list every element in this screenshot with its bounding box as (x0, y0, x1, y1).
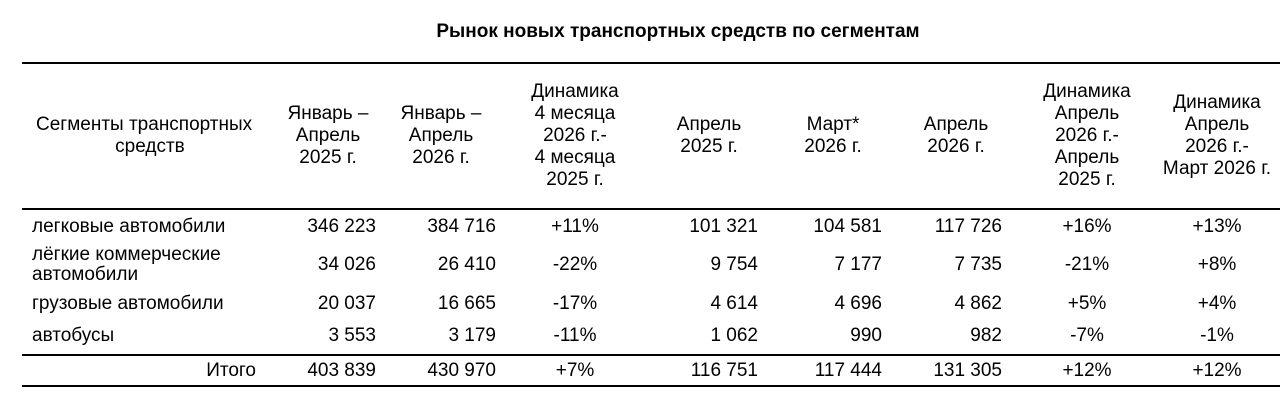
segment-name: автобусы (32, 324, 115, 346)
header-dynamics-apr-apr: Динамика Апрель 2026 г.- Апрель 2025 г. (1020, 62, 1154, 210)
cell-jan-apr-2025: 3 553 (328, 324, 376, 346)
cell-dynamics-4m: -11% (553, 324, 597, 346)
total-dynamics-apr-mar: +12% (1154, 354, 1280, 387)
cell-apr-2026: 7 735 (954, 254, 1002, 275)
cell-apr-2025: 9 754 (710, 254, 758, 275)
table-row: легковые автомобили 346 223 384 716 +11%… (22, 209, 1280, 243)
table-row: грузовые автомобили 20 037 16 665 -17% 4… (22, 287, 1280, 321)
total-apr-2026: 131 305 (892, 354, 1020, 387)
cell-mar-2026: 104 581 (813, 215, 882, 237)
header-dynamics-apr-mar: Динамика Апрель 2026 г.- Март 2026 г. (1154, 62, 1280, 210)
header-segment: Сегменты транспортных средств (22, 62, 280, 210)
total-row: Итого 403 839 430 970 +7% 116 751 117 44… (22, 354, 1280, 387)
total-jan-apr-2026: 430 970 (376, 354, 506, 387)
header-mar-2026: Март* 2026 г. (774, 62, 892, 210)
cell-mar-2026: 4 696 (834, 293, 882, 314)
segment-name: легковые автомобили (32, 215, 226, 237)
cell-dynamics-apr-apr: -21% (1064, 254, 1110, 275)
cell-dynamics-apr-apr: -7% (1070, 324, 1104, 346)
cell-jan-apr-2026: 384 716 (427, 215, 496, 237)
total-mar-2026: 117 444 (774, 354, 892, 387)
segment-name: грузовые автомобили (32, 293, 224, 314)
cell-apr-2025: 1 062 (710, 324, 758, 346)
header-apr-2026: Апрель 2026 г. (892, 62, 1020, 210)
cell-jan-apr-2025: 20 037 (317, 293, 376, 314)
cell-apr-2026: 4 862 (954, 293, 1002, 314)
cell-dynamics-apr-mar: +8% (1197, 254, 1237, 275)
cell-apr-2026: 982 (970, 324, 1002, 346)
table-row: автобусы 3 553 3 179 -11% 1 062 990 982 … (22, 321, 1280, 355)
cell-jan-apr-2026: 16 665 (437, 293, 496, 314)
table-title: Рынок новых транспортных средств по сегм… (436, 21, 920, 42)
cell-apr-2025: 101 321 (689, 215, 758, 237)
cell-mar-2026: 990 (850, 324, 882, 346)
header-jan-apr-2026: Январь – Апрель 2026 г. (376, 62, 506, 210)
total-apr-2025: 116 751 (644, 354, 774, 387)
header-jan-apr-2025: Январь – Апрель 2025 г. (280, 62, 376, 210)
cell-jan-apr-2025: 346 223 (307, 215, 376, 237)
cell-jan-apr-2026: 26 410 (437, 254, 496, 275)
total-dynamics-apr-apr: +12% (1020, 354, 1154, 387)
cell-apr-2025: 4 614 (710, 293, 758, 314)
table-row: лёгкие коммерческие автомобили 34 026 26… (22, 243, 1280, 287)
cell-dynamics-apr-apr: +16% (1062, 215, 1112, 237)
total-dynamics-4m: +7% (506, 354, 644, 387)
header-apr-2025: Апрель 2025 г. (644, 62, 774, 210)
cell-dynamics-apr-mar: -1% (1200, 324, 1234, 346)
cell-dynamics-4m: -17% (552, 293, 598, 314)
header-dynamics-4m: Динамика 4 месяца 2026 г.- 4 месяца 2025 г. (506, 62, 644, 210)
cell-dynamics-4m: -22% (552, 254, 598, 275)
segment-name: лёгкие коммерческие автомобили (32, 244, 221, 285)
cell-apr-2026: 117 726 (934, 215, 1002, 237)
segments-table: Сегменты транспортных средств Январь – Ап… (22, 62, 1280, 387)
cell-jan-apr-2025: 34 026 (317, 254, 376, 275)
total-label: Итого (22, 354, 280, 387)
header-row: Сегменты транспортных средств Январь – Ап… (22, 62, 1280, 210)
cell-dynamics-apr-apr: +5% (1067, 293, 1107, 314)
cell-jan-apr-2026: 3 179 (448, 324, 496, 346)
total-jan-apr-2025: 403 839 (280, 354, 376, 387)
cell-dynamics-4m: +11% (551, 215, 599, 237)
cell-dynamics-apr-mar: +13% (1192, 215, 1242, 237)
cell-mar-2026: 7 177 (834, 254, 882, 275)
cell-dynamics-apr-mar: +4% (1197, 293, 1237, 314)
